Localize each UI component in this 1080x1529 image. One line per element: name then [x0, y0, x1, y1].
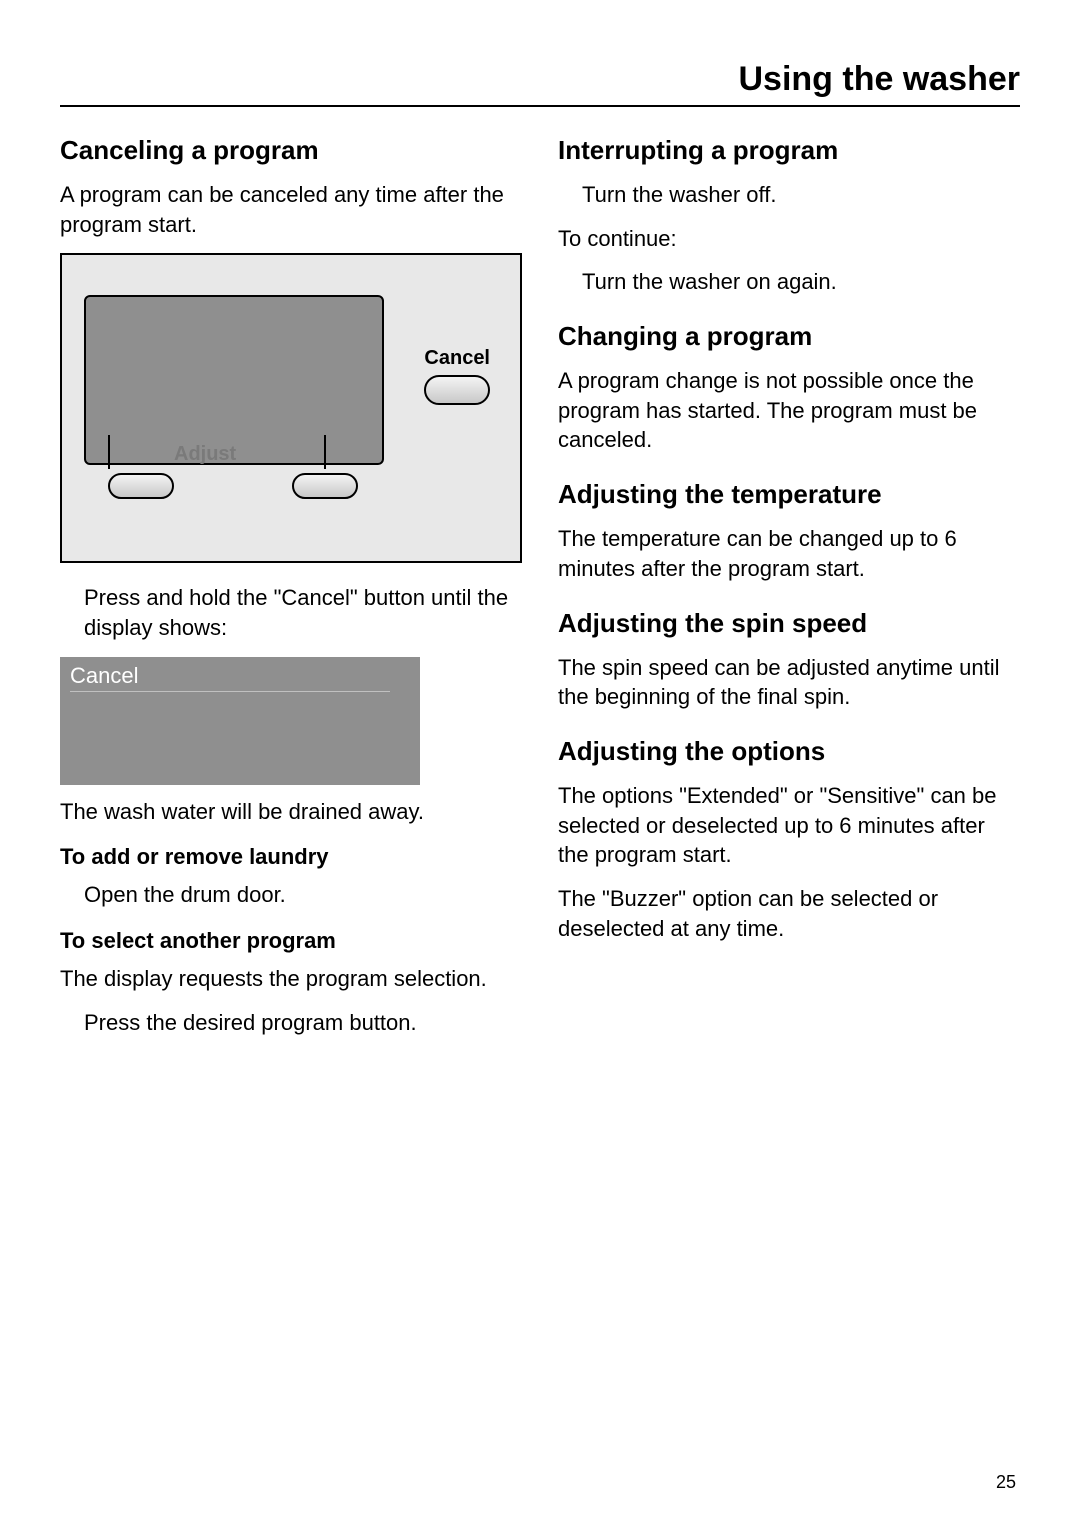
step-turn-on: Turn the washer on again.	[582, 267, 1020, 297]
heading-adjusting-spin-speed: Adjusting the spin speed	[558, 608, 1020, 639]
panel-cancel-label: Cancel	[424, 347, 490, 370]
text-water-drained: The wash water will be drained away.	[60, 797, 522, 827]
left-column: Canceling a program A program can be can…	[60, 135, 522, 1052]
text-adjusting-temperature: The temperature can be changed up to 6 m…	[558, 524, 1020, 583]
display-cancel-text: Cancel	[70, 663, 390, 692]
text-adjusting-options-2: The "Buzzer" option can be selected or d…	[558, 884, 1020, 943]
heading-canceling-program: Canceling a program	[60, 135, 522, 166]
panel-cancel-button	[424, 375, 490, 405]
step-press-hold-cancel: Press and hold the "Cancel" button until…	[84, 583, 522, 642]
step-turn-off: Turn the washer off.	[582, 180, 1020, 210]
heading-select-another-program: To select another program	[60, 928, 522, 954]
text-to-continue: To continue:	[558, 224, 1020, 254]
heading-adjusting-temperature: Adjusting the temperature	[558, 479, 1020, 510]
text-display-requests: The display requests the program selecti…	[60, 964, 522, 994]
heading-changing-program: Changing a program	[558, 321, 1020, 352]
right-column: Interrupting a program Turn the washer o…	[558, 135, 1020, 1052]
panel-adjust-label: Adjust	[174, 443, 236, 466]
page-title: Using the washer	[60, 60, 1020, 107]
text-adjusting-spin-speed: The spin speed can be adjusted anytime u…	[558, 653, 1020, 712]
heading-add-remove-laundry: To add or remove laundry	[60, 844, 522, 870]
panel-divider-right	[324, 435, 326, 469]
panel-display-screen	[84, 295, 384, 465]
text-changing-program: A program change is not possible once th…	[558, 366, 1020, 455]
panel-adjust-right-button	[292, 473, 358, 499]
heading-interrupting-program: Interrupting a program	[558, 135, 1020, 166]
step-press-program: Press the desired program button.	[84, 1008, 522, 1038]
control-panel-diagram: Cancel Adjust	[60, 253, 522, 563]
step-open-drum: Open the drum door.	[84, 880, 522, 910]
page-number: 25	[996, 1472, 1016, 1493]
panel-adjust-left-button	[108, 473, 174, 499]
display-cancel-confirmation: Cancel	[60, 657, 420, 785]
content-columns: Canceling a program A program can be can…	[60, 135, 1020, 1052]
text-cancel-intro: A program can be canceled any time after…	[60, 180, 522, 239]
heading-adjusting-options: Adjusting the options	[558, 736, 1020, 767]
panel-divider-left	[108, 435, 110, 469]
text-adjusting-options-1: The options "Extended" or "Sensitive" ca…	[558, 781, 1020, 870]
